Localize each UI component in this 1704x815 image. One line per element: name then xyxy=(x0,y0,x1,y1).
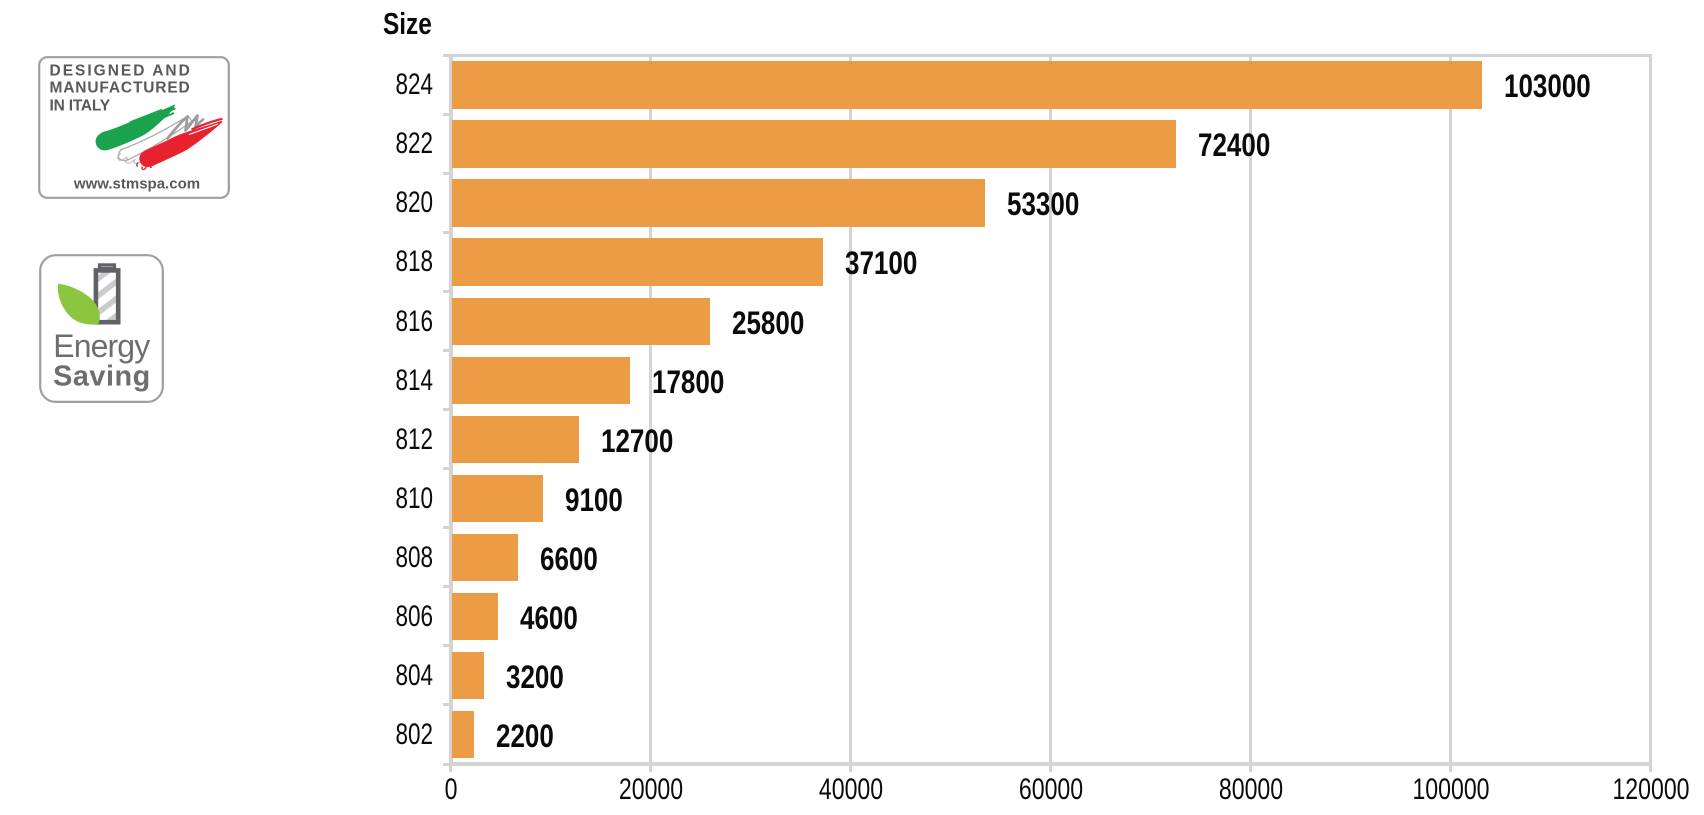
svg-text:DESIGNED AND: DESIGNED AND xyxy=(50,63,192,80)
svg-text:IN ITALY: IN ITALY xyxy=(50,97,111,114)
svg-text:MANUFACTURED: MANUFACTURED xyxy=(50,80,191,97)
svg-text:www.stmspa.com: www.stmspa.com xyxy=(73,175,200,192)
svg-text:Saving: Saving xyxy=(53,361,151,393)
svg-text:Energy: Energy xyxy=(53,328,150,364)
